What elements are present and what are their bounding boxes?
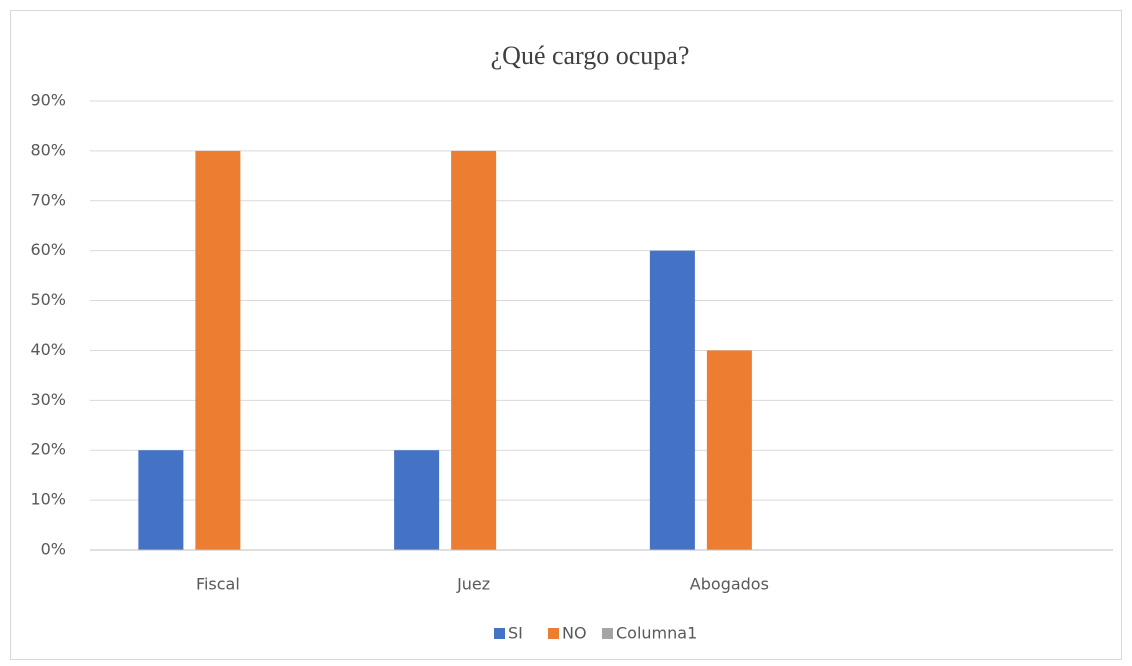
legend-label: NO	[562, 624, 587, 643]
bar	[195, 150, 241, 550]
y-tick-label: 90%	[30, 91, 66, 110]
legend-swatch	[548, 628, 559, 639]
y-tick-label: 20%	[30, 440, 66, 459]
y-tick-label: 80%	[30, 140, 66, 159]
y-tick-label: 0%	[41, 540, 66, 559]
y-tick-label: 60%	[30, 240, 66, 259]
y-tick-label: 40%	[30, 340, 66, 359]
x-tick-label: Juez	[456, 575, 490, 594]
y-tick-label: 30%	[30, 390, 66, 409]
chart-border	[10, 10, 1122, 660]
legend-swatch	[602, 628, 613, 639]
x-tick-label: Fiscal	[196, 575, 240, 594]
bar	[138, 450, 184, 550]
legend-label: Columna1	[616, 624, 697, 643]
chart-title: ¿Qué cargo ocupa?	[491, 41, 690, 70]
bar	[706, 350, 752, 550]
y-tick-label: 70%	[30, 190, 66, 209]
bar	[451, 150, 497, 550]
bar	[394, 450, 440, 550]
legend-label: SI	[508, 624, 523, 643]
y-tick-label: 50%	[30, 290, 66, 309]
legend-swatch	[494, 628, 505, 639]
y-tick-label: 10%	[30, 490, 66, 509]
x-tick-label: Abogados	[690, 575, 769, 594]
bar	[649, 250, 695, 550]
